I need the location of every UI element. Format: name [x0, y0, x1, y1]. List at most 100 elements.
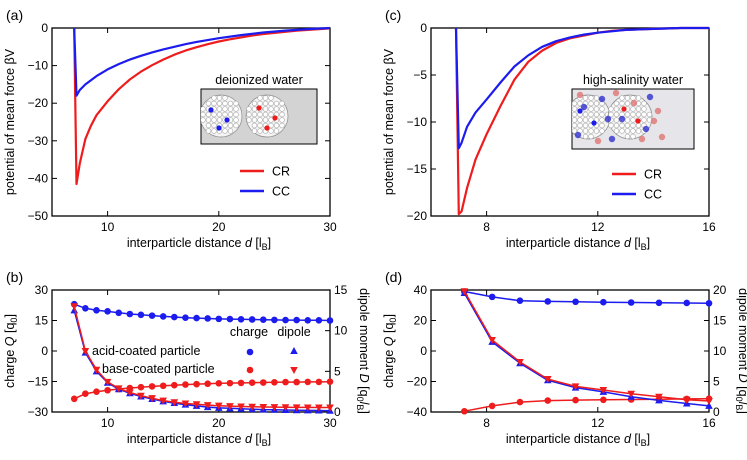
ion [604, 115, 612, 123]
sphere-bead [273, 128, 280, 134]
sphere-bead [262, 100, 269, 107]
sphere-bead [613, 128, 620, 134]
sphere-bead [205, 122, 212, 129]
sphere-bead [619, 100, 625, 107]
sphere-bead [257, 128, 263, 134]
charged-site [621, 106, 627, 112]
x-tick-label: 8 [483, 220, 490, 234]
series-line-acid-coated-dipole [463, 292, 710, 407]
data-point [203, 402, 212, 410]
sphere-bead [613, 106, 620, 112]
x-axis-label: interparticle distance d [lB] [506, 236, 650, 252]
series-line-base-coated-charge [464, 397, 710, 412]
legend-label: CC [272, 185, 290, 199]
y-tick-label: 40 [414, 283, 428, 297]
sphere-bead [608, 122, 614, 129]
data-point [259, 379, 267, 386]
data-point [326, 317, 334, 324]
data-point [226, 403, 234, 411]
sphere-bead [216, 100, 223, 107]
series-line-cc [454, 26, 709, 150]
data-point [315, 316, 323, 324]
charged-site [208, 107, 214, 113]
x-tick-label: 30 [323, 220, 337, 234]
sphere-bead [593, 95, 600, 101]
sphere-bead [268, 122, 274, 129]
charged-site [591, 120, 597, 126]
sphere-bead [572, 128, 578, 134]
sphere-bead [257, 111, 263, 118]
sphere-bead [630, 122, 636, 129]
panel-label: (a) [6, 7, 23, 23]
sphere-bead [572, 122, 578, 129]
legend-row-acid: acid-coated particle [92, 344, 200, 358]
ion [574, 131, 582, 139]
y2-tick-label: 15 [713, 314, 727, 328]
data-point [70, 395, 78, 403]
charged-site [224, 117, 230, 123]
sphere-bead [572, 106, 578, 112]
y-tick-label: −15 [407, 162, 428, 176]
data-point [137, 311, 145, 319]
ion [642, 125, 650, 133]
data-point [461, 407, 468, 415]
legend-marker-acid-dipole [290, 347, 298, 354]
legend-label: CR [644, 168, 662, 182]
ion [650, 117, 658, 125]
sphere-bead [624, 100, 631, 107]
sphere-icon [201, 94, 243, 138]
ion [654, 107, 662, 115]
x-axis-label: interparticle distance d [lB] [127, 432, 271, 448]
sphere-bead [268, 128, 274, 134]
x-axis-label: interparticle distance d [lB] [127, 236, 271, 252]
data-point [293, 316, 300, 324]
panel-label: (c) [385, 7, 401, 23]
sphere-bead [582, 111, 589, 118]
data-point [544, 397, 552, 404]
data-point [599, 387, 608, 395]
sphere-bead [619, 95, 625, 101]
charged-site [256, 105, 262, 111]
sphere-bead [273, 100, 280, 107]
sphere-bead [635, 95, 642, 101]
sphere-bead [227, 106, 234, 112]
y-tick-label: −20 [28, 96, 49, 110]
data-point [627, 390, 635, 398]
y2-tick-label: 10 [334, 324, 348, 338]
sphere-bead [246, 106, 252, 112]
sphere-bead [613, 117, 620, 123]
legend-marker-base-charge [246, 366, 254, 374]
y-axis-label: potential of mean force βV [382, 48, 396, 195]
sphere-bead [641, 117, 647, 123]
data-point [282, 378, 289, 386]
panel-a: (a) 10 20 30 0 −10 −20 −30 −40 −50 interparticle d… [3, 7, 337, 252]
y-tick-label: −5 [413, 68, 427, 82]
y-tick-label: −20 [407, 209, 428, 223]
sphere-bead [227, 122, 234, 129]
sphere-bead [599, 111, 605, 118]
y-tick-label: 0 [420, 21, 427, 35]
data-point [159, 382, 167, 390]
data-point [204, 315, 211, 322]
sphere-bead [257, 95, 263, 101]
sphere-bead [211, 117, 217, 123]
data-point [171, 313, 178, 321]
sphere-bead [577, 117, 583, 123]
data-point [170, 399, 179, 407]
sphere-bead [262, 111, 269, 118]
data-point [248, 379, 256, 387]
sphere-bead [619, 122, 625, 129]
sphere-bead [593, 111, 600, 118]
legend-marker-base-dipole [290, 367, 298, 374]
data-point [705, 299, 713, 307]
data-point [192, 401, 201, 409]
x-tick-label: 16 [702, 416, 716, 430]
data-point [237, 379, 245, 387]
sphere-bead [233, 111, 239, 118]
data-point [193, 314, 200, 322]
ion [618, 115, 626, 123]
series-line-cc [73, 26, 331, 97]
data-point [259, 316, 267, 323]
data-point [572, 396, 579, 404]
